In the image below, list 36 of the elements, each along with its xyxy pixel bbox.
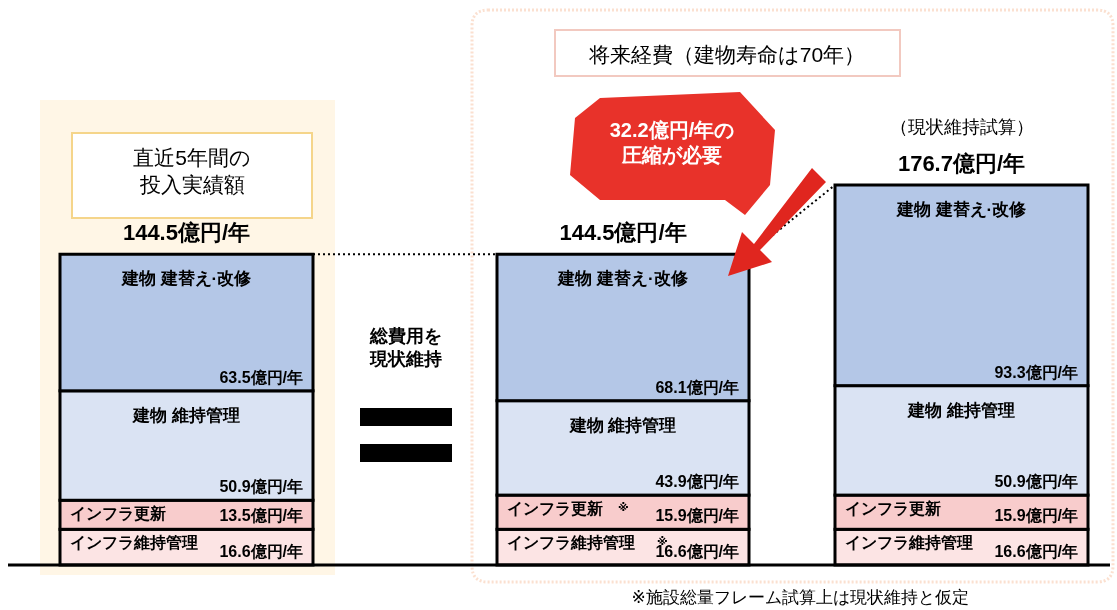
text: 建物 維持管理 bbox=[908, 400, 1015, 420]
data-label: 15.9億円/年 bbox=[655, 507, 739, 525]
text: インフラ維持管理 bbox=[507, 534, 635, 552]
text: インフラ更新 bbox=[845, 500, 941, 518]
total-label: 176.7億円/年 bbox=[897, 151, 1026, 176]
text: インフラ維持管理 bbox=[845, 534, 973, 552]
text: 32.2億円/年の bbox=[609, 119, 735, 141]
series-label: 建物 維持管理 bbox=[131, 405, 240, 425]
text: インフラ更新 bbox=[507, 500, 603, 518]
text: 建物 維持管理 bbox=[569, 415, 677, 435]
series-label: インフラ維持管理 bbox=[70, 534, 198, 552]
annotation: ※ bbox=[618, 501, 629, 514]
data-label: 93.3億円/年 bbox=[994, 363, 1078, 381]
data-label: 16.6億円/年 bbox=[994, 543, 1078, 560]
data-label: 13.5億円/年 bbox=[219, 507, 303, 525]
data-label: 43.9億円/年 bbox=[655, 473, 739, 491]
total-label: 144.5億円/年 bbox=[559, 220, 687, 246]
annotation: 投入実績額 bbox=[138, 173, 245, 196]
data-label: 68.1億円/年 bbox=[655, 378, 739, 396]
text: 直近5年間の bbox=[133, 146, 251, 169]
data-label: 63.5億円/年 bbox=[219, 368, 303, 386]
total-label: 144.5億円/年 bbox=[122, 220, 251, 246]
text: ※施設総量フレーム試算上は現状維持と仮定 bbox=[631, 588, 969, 607]
text: 建物 建替え·改修 bbox=[896, 200, 1027, 219]
text: 圧縮が必要 bbox=[621, 144, 722, 166]
series-label: インフラ更新 bbox=[70, 505, 166, 523]
text: （現状維持試算） bbox=[889, 117, 1034, 137]
data-label: 16.6億円/年 bbox=[219, 543, 303, 560]
data-label: 50.9億円/年 bbox=[219, 478, 303, 496]
text: 建物 建替え·改修 bbox=[558, 269, 688, 289]
annotation: 総費用を bbox=[369, 326, 442, 346]
annotation: 現状維持 bbox=[369, 349, 442, 369]
data-label: 50.9億円/年 bbox=[994, 473, 1078, 491]
text: 将来経費（建物寿命は70年） bbox=[587, 43, 866, 66]
data-label: 15.9億円/年 bbox=[994, 507, 1078, 525]
series-label: 建物 建替え·改修 bbox=[119, 269, 253, 289]
